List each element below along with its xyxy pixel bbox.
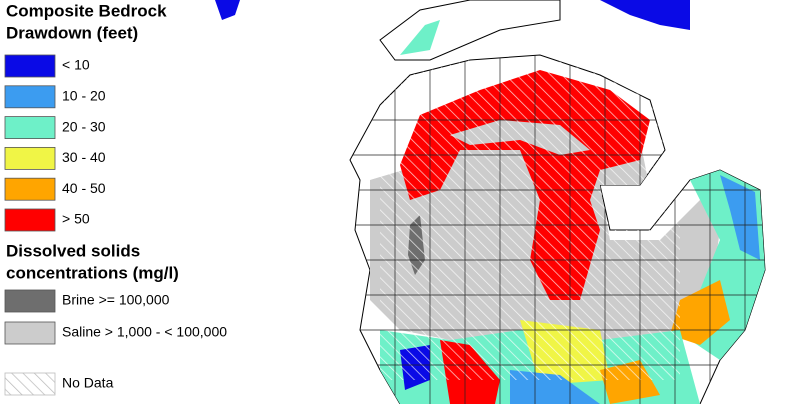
map-area bbox=[215, 0, 766, 404]
legend-swatch bbox=[4, 116, 56, 139]
blue-patch bbox=[215, 0, 240, 20]
blue-patch bbox=[600, 0, 690, 30]
legend-label: No Data bbox=[62, 375, 114, 391]
legend-label: 10 - 20 bbox=[62, 88, 106, 104]
no-data-hatch bbox=[380, 60, 680, 380]
legend-label: Saline > 1,000 - < 100,000 bbox=[62, 324, 227, 340]
cyan-patch bbox=[400, 20, 440, 55]
legend-label: Brine >= 100,000 bbox=[62, 292, 170, 308]
legend-swatch bbox=[4, 372, 56, 396]
legend-label: 20 - 30 bbox=[62, 118, 106, 134]
legend-swatch bbox=[4, 289, 56, 313]
county-lines bbox=[350, 55, 765, 404]
legend-title: Dissolved solids bbox=[6, 241, 140, 260]
legend-swatch bbox=[4, 146, 56, 170]
legend-swatch bbox=[4, 208, 56, 232]
drawdown-thumb-blue bbox=[720, 175, 760, 260]
legend-swatch bbox=[4, 54, 56, 78]
legend-swatch bbox=[4, 321, 56, 345]
legend: Composite Bedrock Drawdown (feet) < 10 10 -… bbox=[4, 1, 227, 396]
legend-label: < 10 bbox=[62, 57, 90, 73]
legend-title: concentrations (mg/l) bbox=[6, 263, 179, 282]
legend-title: Drawdown (feet) bbox=[6, 23, 138, 42]
drawdown-thumb-orange bbox=[670, 280, 730, 345]
legend-swatch bbox=[4, 85, 56, 109]
legend-label: 30 - 40 bbox=[62, 149, 106, 165]
legend-swatch bbox=[4, 177, 56, 201]
legend-label: > 50 bbox=[62, 211, 90, 227]
legend-label: 40 - 50 bbox=[62, 180, 106, 196]
legend-title: Composite Bedrock bbox=[6, 1, 167, 20]
